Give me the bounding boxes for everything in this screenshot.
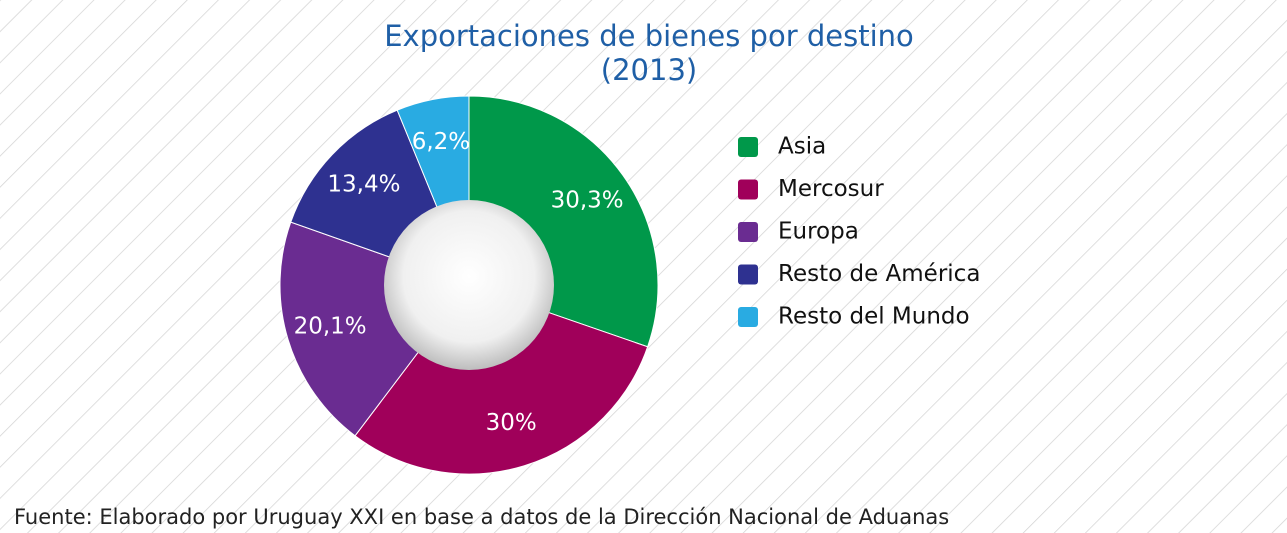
legend-swatch [738,264,758,285]
value-label: 30% [486,410,537,436]
slice [354,284,649,475]
value-label: 6,2% [412,129,470,155]
legend-label: Mercosur [778,176,884,202]
legend-label: Asia [778,134,826,160]
value-label: 30,3% [551,187,624,213]
legend-swatch [738,307,758,327]
chart-title: Exportaciones de bienes por destino [384,19,914,53]
legend-label: Resto de América [778,261,980,287]
value-label: 20,1% [294,313,367,339]
legend-swatch [738,179,758,200]
value-label: 13,4% [327,172,400,198]
legend-swatch [738,222,758,242]
donut-hole [384,200,554,370]
source-note: Fuente: Elaborado por Uruguay XXI en bas… [14,505,949,529]
chart-subtitle: (2013) [601,53,697,87]
legend-swatch [738,137,758,157]
legend-label: Europa [778,219,859,245]
legend-label: Resto del Mundo [778,304,970,330]
